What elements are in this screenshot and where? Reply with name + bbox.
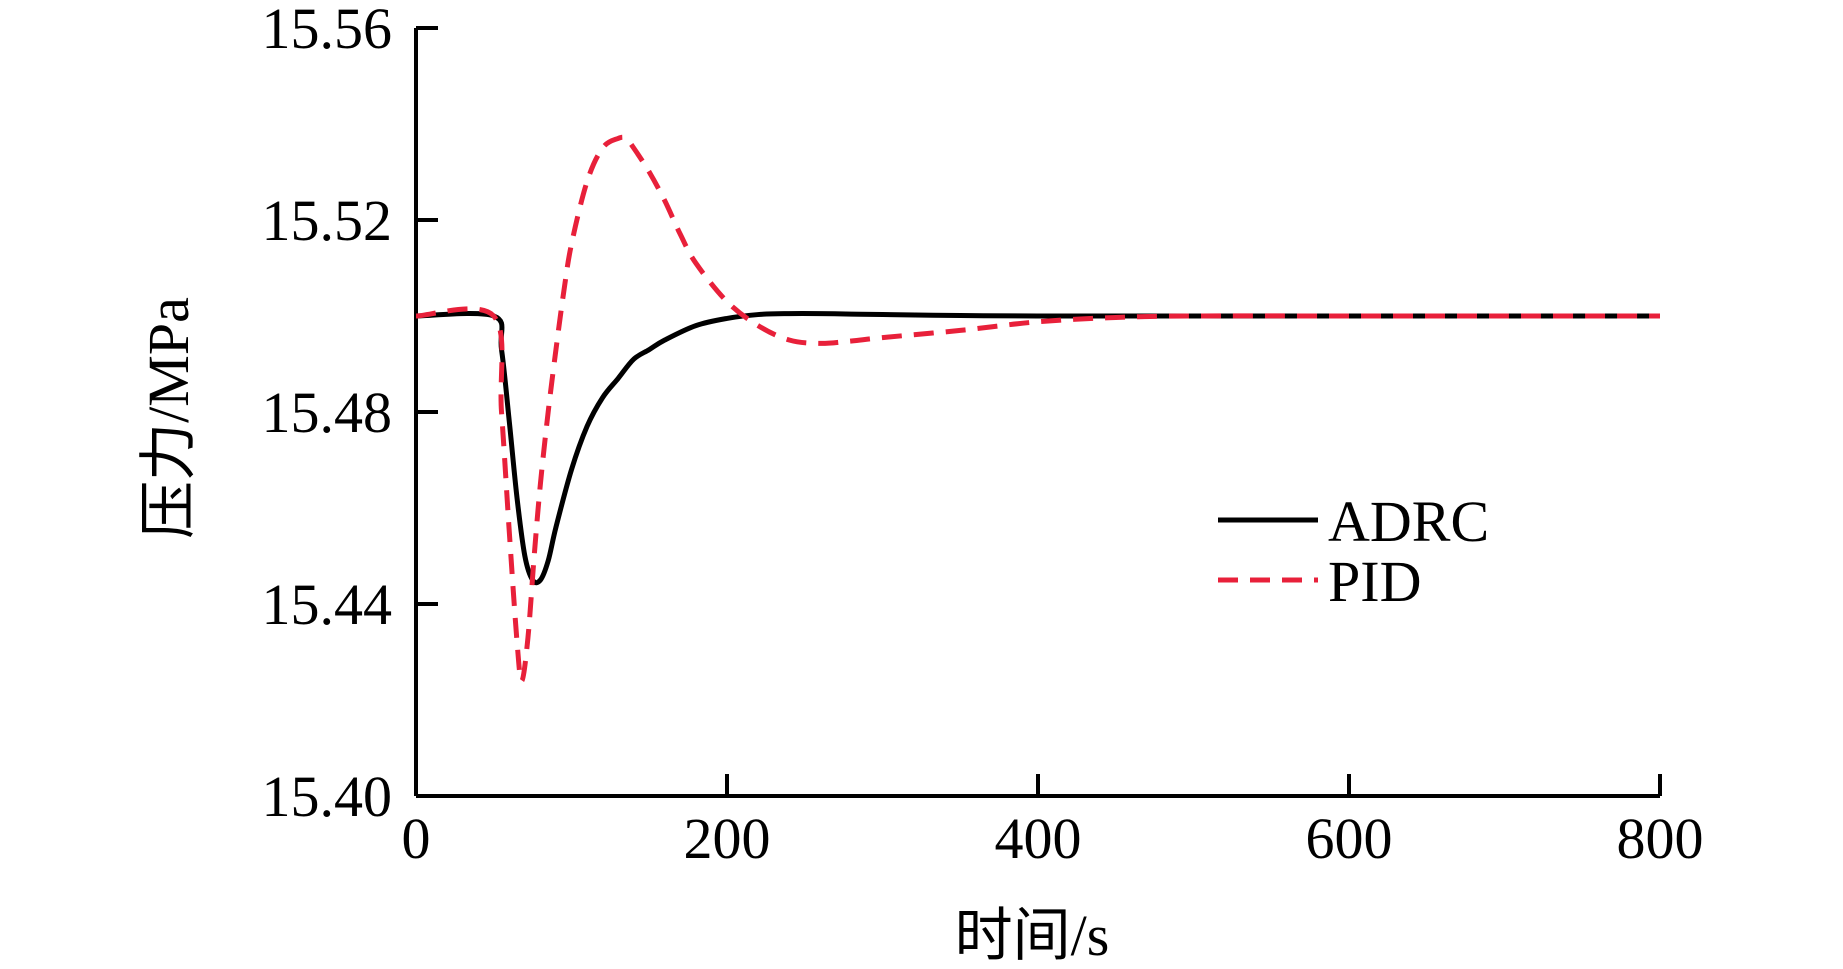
series-lines — [415, 134, 1660, 684]
series-line-pid — [415, 134, 1660, 684]
y-tick-label: 15.56 — [262, 0, 393, 61]
legend-label-pid: PID — [1328, 549, 1421, 614]
y-tick-label: 15.40 — [262, 764, 393, 829]
x-ticks: 0 200 400 600 800 — [402, 774, 1704, 871]
y-tick-label: 15.44 — [262, 572, 393, 637]
y-axis-title: 压力/MPa — [136, 297, 201, 539]
legend: ADRC PID — [1218, 489, 1489, 614]
y-tick-label: 15.48 — [262, 380, 393, 445]
x-tick-label: 800 — [1617, 806, 1704, 871]
x-tick-label: 200 — [684, 806, 771, 871]
x-axis-title: 时间/s — [955, 903, 1110, 968]
legend-label-adrc: ADRC — [1328, 489, 1489, 554]
x-tick-label: 600 — [1306, 806, 1393, 871]
y-ticks: 15.40 15.44 15.48 15.52 15.56 — [262, 0, 438, 829]
y-tick-label: 15.52 — [262, 188, 393, 253]
axes — [414, 28, 1660, 798]
x-tick-label: 400 — [995, 806, 1082, 871]
x-tick-label: 0 — [402, 806, 431, 871]
